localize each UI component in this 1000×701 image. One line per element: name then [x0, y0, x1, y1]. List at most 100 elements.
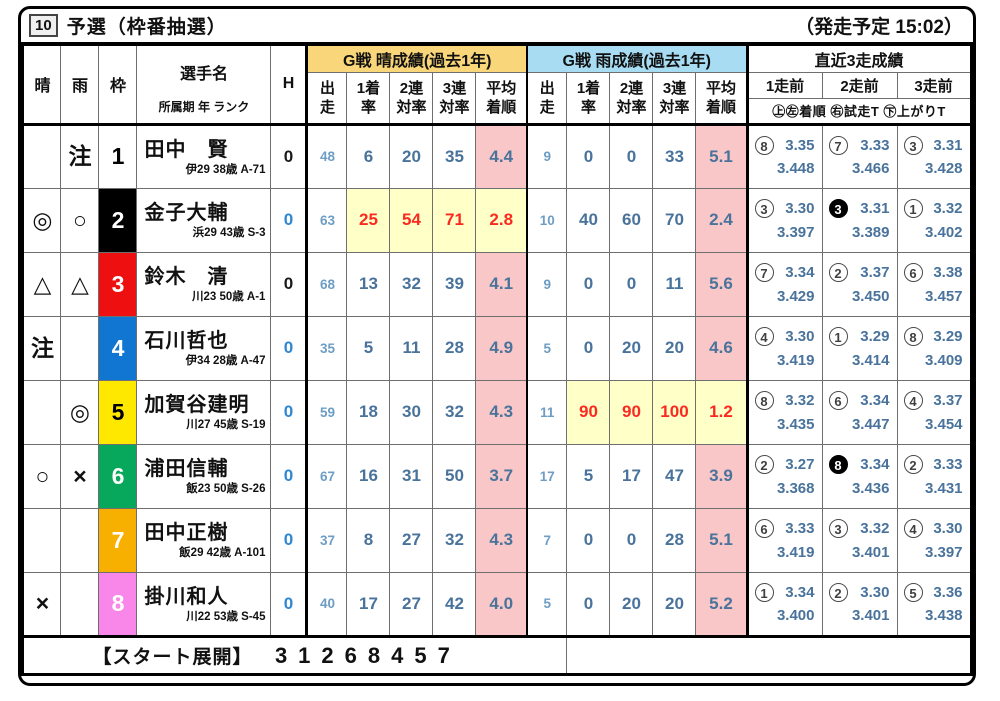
col-header-rain-trio: 3連 対率	[652, 71, 697, 125]
trial-time: 3.32	[860, 520, 890, 537]
title-bar: 10 予選（枠番抽選） （発走予定 15:02）	[21, 9, 973, 42]
rain-trio-rate: 20	[652, 315, 697, 381]
trial-time: 3.33	[860, 136, 890, 154]
recent-line1: 4 3.37	[903, 389, 963, 413]
start-formation-order: 31268457	[274, 642, 461, 668]
rise-time: 3.431	[924, 479, 963, 497]
recent-line1: 2 3.33	[903, 453, 963, 477]
recent-3-runs-ago: 6 3.38 3.457	[896, 251, 972, 317]
racer-info: 伊34 28歳 A-47	[185, 355, 266, 367]
rain-avg-finish: 5.6	[695, 251, 748, 317]
rain-win-rate: 0	[566, 123, 611, 189]
start-formation-label: 【スタート展開】	[92, 646, 253, 668]
recent-line1: 5 3.36	[903, 580, 963, 604]
bracket-number: 4	[98, 315, 138, 381]
rise-time: 3.397	[924, 543, 963, 561]
rain-quinella-rate: 90	[609, 379, 654, 445]
rain-trio-rate: 70	[652, 187, 697, 253]
start-time-label: （発走予定 15:02）	[795, 17, 963, 38]
sun-mark: ○	[22, 443, 62, 509]
rain-avg-finish: 3.9	[695, 443, 748, 509]
col-header-racer-name: 選手名	[179, 65, 228, 83]
sunny-starts: 35	[305, 315, 348, 381]
sunny-quinella-rate: 27	[389, 507, 434, 573]
trial-time: 3.36	[933, 583, 963, 601]
recent-line1: 1 3.34	[754, 580, 815, 604]
racer-name: 掛川和人	[144, 585, 229, 608]
rain-starts: 10	[525, 187, 568, 253]
sunny-win-rate: 5	[346, 315, 391, 381]
trial-time: 3.27	[785, 456, 815, 473]
recent-line1: 3 3.30	[754, 197, 815, 221]
sunny-avg-finish: 4.0	[475, 571, 528, 637]
col-header-sunny-quinella: 2連 対率	[389, 71, 434, 125]
rain-win-rate: 0	[566, 315, 611, 381]
race-card-table: 晴 雨 枠 選手名 所属期 年 ランク H G戦 晴成績(過去1年) G戦 雨成…	[21, 42, 973, 676]
racer-row: 7 田中正樹 飯29 42歳 A-101 0 37 8 27 32 4.3 7 0 0 28 5.1 6 3.…	[22, 507, 972, 573]
racer-row: ◎ ○ 2 金子大輔 浜29 43歳 S-3 0 63 25 54 71 2.8 10 40 60 70 2.…	[22, 187, 972, 253]
title-left: 10 予選（枠番抽選）	[29, 12, 227, 39]
finish-rank-badge: 8	[754, 391, 774, 410]
trial-time: 3.29	[860, 328, 890, 345]
recent-line2: 3.419	[755, 541, 815, 565]
recent-line2: 3.414	[829, 349, 890, 373]
sunny-avg-finish: 2.8	[475, 187, 528, 253]
recent-line2: 3.419	[755, 349, 815, 373]
rain-mark	[60, 315, 100, 381]
col-header-racer-sub: 所属期 年 ランク	[158, 99, 250, 114]
recent-line1: 6 3.33	[754, 517, 815, 541]
finish-rank-badge: 3	[754, 199, 774, 218]
rain-trio-rate: 11	[652, 251, 697, 317]
sun-mark: ◎	[22, 187, 62, 253]
rain-win-rate: 5	[566, 443, 611, 509]
finish-rank-badge: 3	[828, 199, 848, 218]
rain-quinella-rate: 17	[609, 443, 654, 509]
finish-rank-badge: 2	[754, 455, 774, 474]
racer-name: 加賀谷建明	[144, 394, 250, 416]
racer-cell: 掛川和人 川22 53歳 S-45	[136, 571, 272, 637]
rain-win-rate: 0	[566, 507, 611, 573]
sunny-win-rate: 18	[346, 379, 391, 445]
sunny-starts: 48	[305, 123, 348, 189]
trial-time: 3.30	[785, 200, 815, 217]
col-header-rain-starts: 出 走	[525, 71, 568, 125]
recent-1-runs-ago: 7 3.34 3.429	[745, 251, 823, 317]
rain-avg-finish: 2.4	[695, 187, 748, 253]
trial-time: 3.34	[785, 583, 815, 601]
col-header-sunny-trio: 3連 対率	[432, 71, 477, 125]
bracket-number: 2	[98, 187, 138, 253]
rain-starts: 9	[525, 251, 568, 317]
trial-time: 3.32	[785, 392, 815, 409]
rise-time: 3.466	[851, 160, 890, 177]
col-header-rain-quinella: 2連 対率	[609, 71, 654, 125]
sunny-avg-finish: 4.4	[475, 123, 528, 189]
recent-2-runs-ago: 1 3.29 3.414	[821, 315, 898, 381]
recent-line2: 3.447	[829, 413, 890, 437]
recent-line2: 3.428	[904, 157, 963, 181]
rain-trio-rate: 28	[652, 507, 697, 573]
recent-line2: 3.397	[755, 221, 815, 245]
recent-2-runs-ago: 2 3.37 3.450	[821, 251, 898, 317]
trial-time: 3.37	[860, 264, 890, 281]
recent-2-runs-ago: 2 3.30 3.401	[821, 571, 898, 637]
rain-mark	[60, 507, 100, 573]
recent-1-runs-ago: 3 3.30 3.397	[745, 187, 823, 253]
sunny-trio-rate: 32	[432, 507, 477, 573]
recent-line2: 3.397	[904, 541, 963, 565]
rise-time: 3.450	[851, 287, 890, 305]
recent-1-runs-ago: 1 3.34 3.400	[745, 571, 823, 637]
finish-rank-badge: 6	[903, 263, 923, 282]
racer-row: 注 1 田中 賢伊29 38歳 A-71 0 48 6 20 35 4.4 9 0 0 33 5.1 8 3.…	[22, 123, 972, 189]
rise-time: 3.435	[776, 415, 815, 433]
col-header-3-runs-ago: 3走前	[896, 71, 972, 99]
rise-time: 3.409	[924, 351, 963, 369]
sunny-quinella-rate: 31	[389, 443, 434, 509]
recent-line2: 3.466	[829, 157, 890, 181]
trial-time: 3.33	[933, 456, 963, 473]
col-header-rain-win: 1着 率	[566, 71, 611, 125]
group-header-sunny: G戦 晴成績(過去1年)	[305, 43, 528, 73]
rain-trio-rate: 100	[652, 379, 697, 445]
recent-line1: 3 3.31	[903, 133, 963, 157]
rain-win-rate: 0	[566, 571, 611, 637]
sunny-starts: 68	[305, 251, 348, 317]
